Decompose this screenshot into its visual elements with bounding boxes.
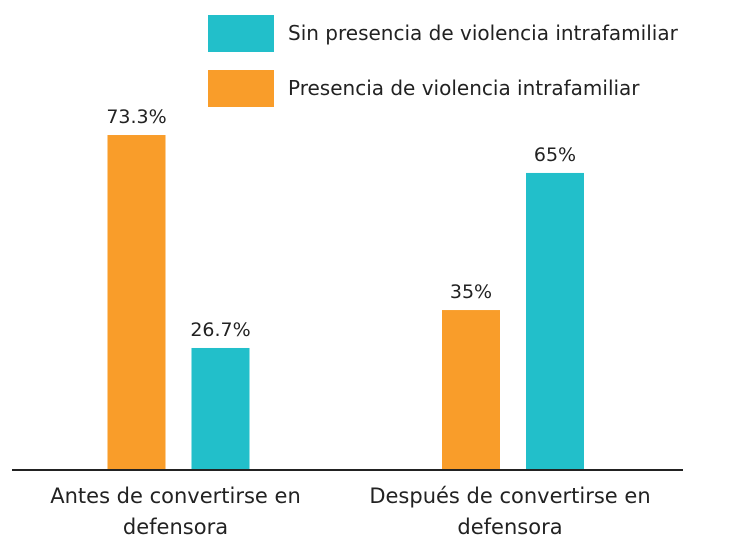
value-label: 73.3% (106, 106, 166, 128)
legend-label: Sin presencia de violencia intrafamiliar (288, 21, 679, 45)
bar (526, 172, 584, 470)
bar (442, 310, 500, 470)
x-tick-label: Después de convertirse en defensora (369, 484, 651, 536)
legend-swatch (208, 70, 274, 107)
bar (107, 135, 166, 471)
x-tick-label: Antes de convertirse en defensora (50, 484, 301, 536)
legend-swatch (208, 15, 274, 52)
legend-label: Presencia de violencia intrafamiliar (288, 76, 640, 100)
value-label: 65% (534, 144, 576, 166)
value-label: 26.7% (190, 319, 250, 341)
bar (191, 347, 250, 470)
value-label: 35% (450, 281, 492, 303)
